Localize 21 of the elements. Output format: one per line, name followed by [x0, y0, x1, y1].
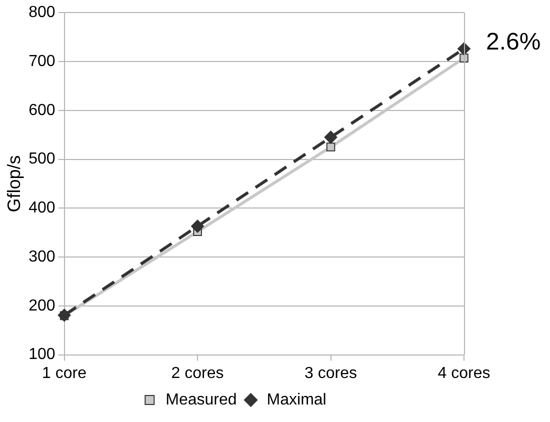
point: [460, 54, 468, 62]
y-axis-title: Gflop/s: [4, 155, 24, 212]
x-tick-label: 2 cores: [171, 364, 224, 382]
legend-label: Maximal: [266, 391, 326, 408]
y-tick-label: 400: [28, 200, 56, 217]
annotation: 2.6%: [486, 28, 541, 56]
point: [58, 308, 71, 322]
y-tick-label: 300: [28, 248, 56, 266]
y-tick-label: 500: [28, 150, 56, 168]
point: [324, 130, 338, 144]
x-tick-label: 3 cores: [304, 364, 357, 382]
legend-label: Measured: [166, 391, 237, 408]
x-tick-label: 1 core: [42, 364, 87, 382]
y-tick-label: 600: [28, 102, 56, 119]
y-tick-label: 700: [28, 52, 56, 70]
y-tick-label: 800: [28, 4, 56, 22]
point: [191, 220, 204, 233]
y-tick-label: 100: [28, 346, 56, 364]
point: [326, 142, 336, 152]
x-tick-label: 4 cores: [438, 364, 490, 382]
y-tick-label: 200: [28, 297, 56, 314]
